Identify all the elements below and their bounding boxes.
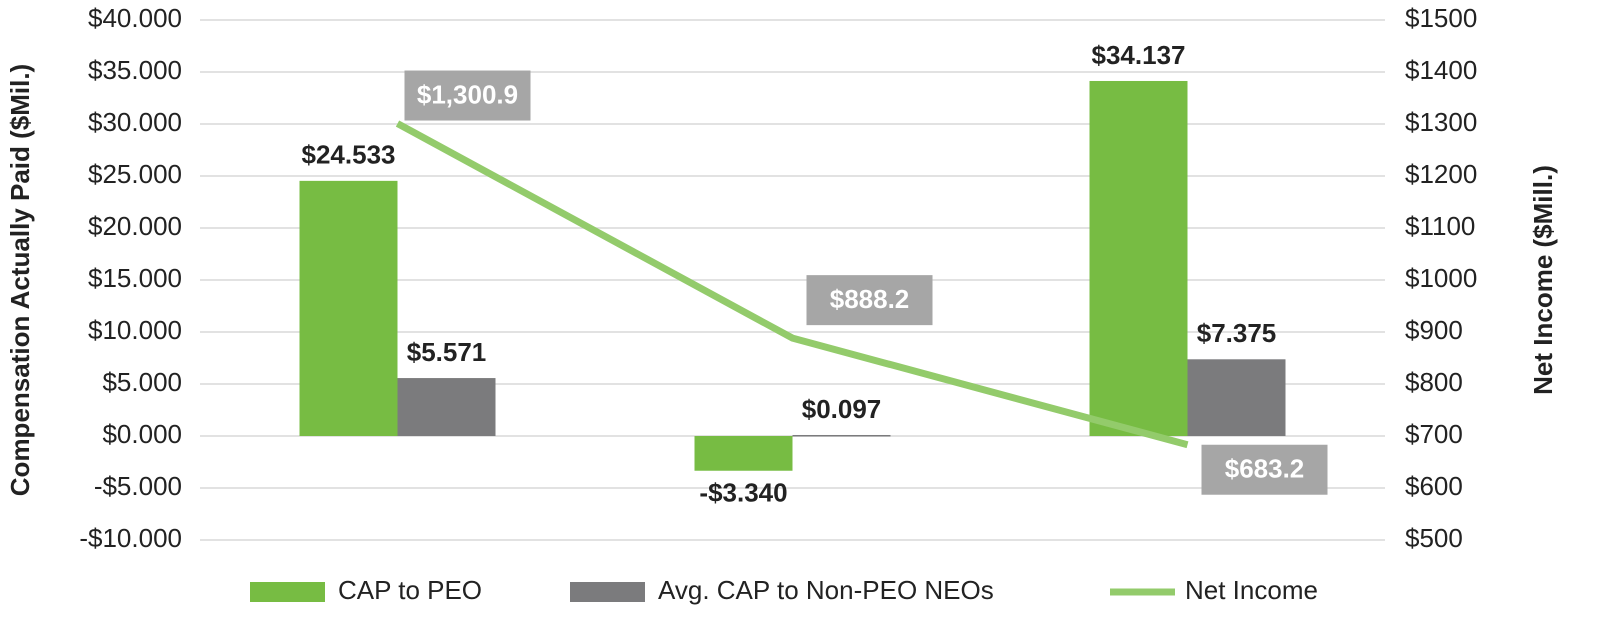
legend-label: Avg. CAP to Non-PEO NEOs — [658, 575, 994, 605]
bar — [397, 378, 496, 436]
y2-tick-label: $1200 — [1405, 159, 1477, 189]
legend-swatch — [570, 582, 645, 602]
y-tick-label: -$5.000 — [94, 471, 182, 501]
label-box — [806, 275, 933, 326]
bar — [1089, 80, 1188, 437]
y-tick-label: $25.000 — [88, 159, 182, 189]
y-axis-title: Compensation Actually Paid ($Mil.) — [5, 64, 35, 496]
y2-tick-label: $1500 — [1405, 3, 1477, 33]
data-label: $24.533 — [302, 140, 396, 170]
data-label: $7.375 — [1197, 318, 1277, 348]
y2-tick-label: $1000 — [1405, 263, 1477, 293]
line — [395, 120, 1189, 449]
y-tick-label: $15.000 — [88, 263, 182, 293]
legend-label: Net Income — [1185, 575, 1318, 605]
legend-label: CAP to PEO — [338, 575, 482, 605]
y2-tick-label: $900 — [1405, 315, 1463, 345]
y2-tick-label: $800 — [1405, 367, 1463, 397]
label-box — [404, 70, 531, 121]
bar — [694, 436, 793, 471]
y-tick-label: $30.000 — [88, 107, 182, 137]
y2-tick-label: $1100 — [1405, 211, 1475, 241]
bar — [1187, 359, 1286, 436]
y2-tick-label: $700 — [1405, 419, 1463, 449]
data-label: $34.137 — [1092, 40, 1186, 70]
data-label: $683.2 — [1225, 454, 1305, 484]
data-label: $0.097 — [802, 394, 882, 424]
y2-tick-label: $1400 — [1405, 55, 1477, 85]
data-label: -$3.340 — [699, 478, 787, 508]
y2-axis-title: Net Income ($Mill.) — [1528, 165, 1558, 395]
bar — [299, 180, 398, 436]
data-label: $888.2 — [830, 284, 910, 314]
y-tick-label: $35.000 — [88, 55, 182, 85]
y-tick-label: -$10.000 — [79, 523, 182, 553]
y2-tick-label: $1300 — [1405, 107, 1477, 137]
data-label: $1,300.9 — [417, 79, 518, 109]
y-tick-label: $10.000 — [88, 315, 182, 345]
y-tick-label: $40.000 — [88, 3, 182, 33]
label-box — [1201, 444, 1328, 495]
y-tick-label: $5.000 — [102, 367, 182, 397]
y2-tick-label: $500 — [1405, 523, 1463, 553]
legend-swatch — [250, 582, 325, 602]
y2-tick-label: $600 — [1405, 471, 1463, 501]
y-tick-label: $20.000 — [88, 211, 182, 241]
y-tick-label: $0.000 — [102, 419, 182, 449]
data-label: $5.571 — [407, 337, 487, 367]
bar — [792, 434, 891, 437]
